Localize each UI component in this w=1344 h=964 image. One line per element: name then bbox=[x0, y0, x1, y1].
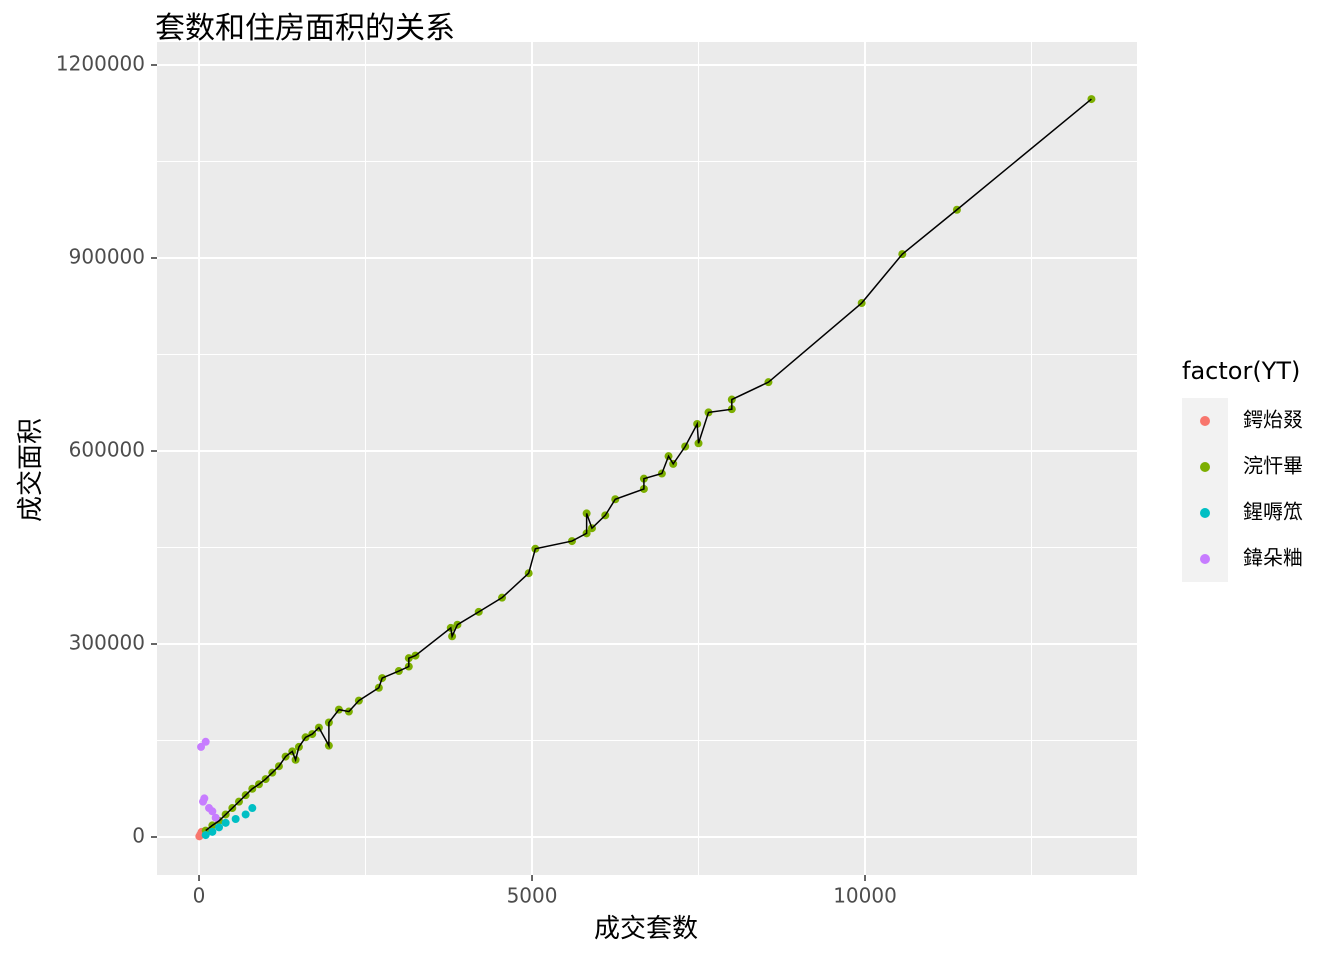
y-tick-label: 300000 bbox=[69, 631, 145, 655]
x-tick-label: 5000 bbox=[507, 884, 558, 908]
x-tick-label: 0 bbox=[193, 884, 206, 908]
plot-panel bbox=[157, 42, 1137, 875]
y-axis-label: 成交面积 bbox=[16, 418, 46, 522]
point bbox=[200, 794, 209, 803]
point bbox=[248, 804, 257, 813]
legend-label: 鍔炲叕 bbox=[1243, 408, 1303, 432]
point bbox=[231, 814, 240, 823]
y-tick-label: 0 bbox=[132, 824, 145, 848]
y-tick-label: 900000 bbox=[69, 244, 145, 268]
chart-title: 套数和住房面积的关系 bbox=[155, 11, 455, 46]
point bbox=[208, 827, 217, 836]
legend-key bbox=[1200, 416, 1210, 426]
point bbox=[201, 831, 210, 840]
x-tick-label: 10000 bbox=[833, 884, 897, 908]
point bbox=[221, 818, 230, 827]
point bbox=[197, 742, 206, 751]
legend-key bbox=[1200, 554, 1210, 564]
legend-title: factor(YT) bbox=[1182, 357, 1300, 385]
connect-line bbox=[205, 98, 1092, 832]
point bbox=[215, 823, 224, 832]
legend-key bbox=[1200, 508, 1210, 518]
point bbox=[241, 810, 250, 819]
point bbox=[201, 737, 210, 746]
legend-label: 鍟嗕笟 bbox=[1243, 500, 1303, 524]
point bbox=[208, 807, 217, 816]
point bbox=[211, 813, 220, 822]
legend-key bbox=[1200, 462, 1210, 472]
x-axis-label: 成交套数 bbox=[594, 914, 698, 944]
legend-key-background bbox=[1182, 398, 1228, 582]
legend-label: 浣忓畢 bbox=[1243, 454, 1303, 478]
legend-label: 鍏朵粬 bbox=[1243, 546, 1303, 570]
y-tick-label: 1200000 bbox=[56, 51, 145, 75]
y-tick-label: 600000 bbox=[69, 438, 145, 462]
